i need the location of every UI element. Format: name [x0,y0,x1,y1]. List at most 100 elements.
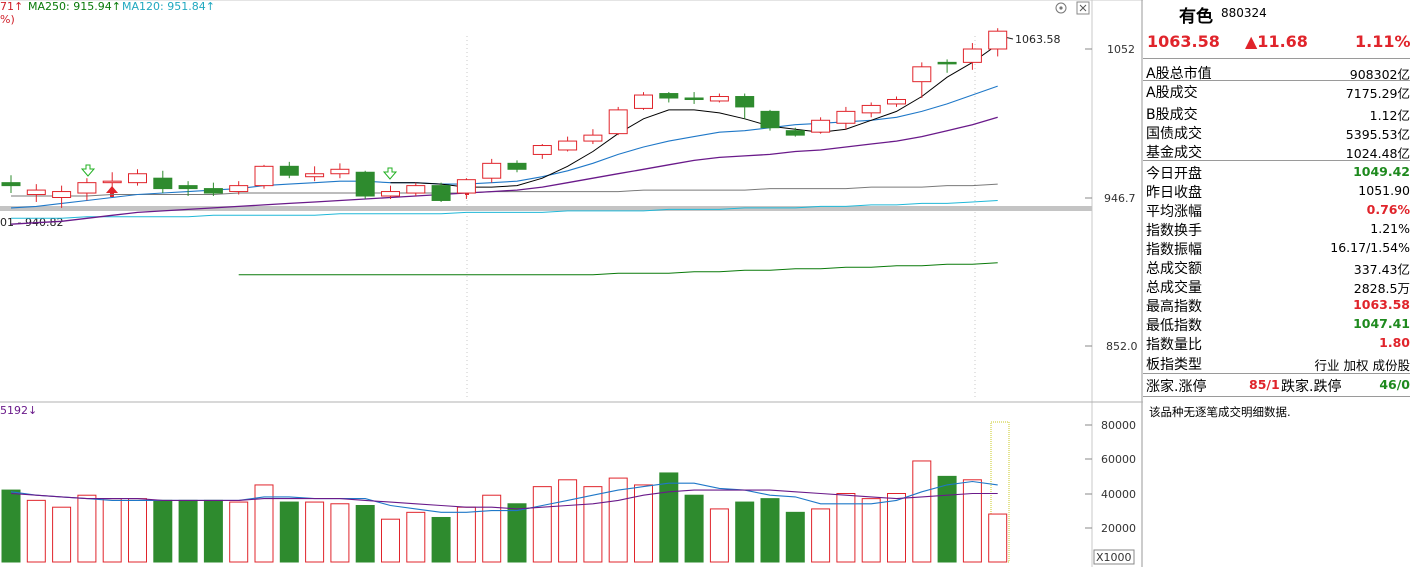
candle-up [887,98,906,105]
candle-up [836,110,856,124]
quote-row-value: 1024.48亿 [1345,146,1410,161]
vol-unit: X1000 [1096,551,1132,564]
quote-row-label: B股成交 [1146,107,1198,123]
candle-down [760,110,780,129]
quote-row-value: 2828.5万 [1353,281,1410,296]
candle-up [583,134,603,142]
volume-bar [583,486,603,563]
quote-row: 今日开盘 1049.42 [1143,162,1410,182]
price-tick-3: 852.0 [1106,340,1138,353]
price-axis: 1052 946.7 852.0 [1085,43,1138,353]
volume-bar [558,479,578,563]
candle-up [456,179,476,194]
candle-down [785,130,805,136]
limit-down-label: 跌家.跌停 [1281,379,1342,395]
candle-down [735,96,755,108]
buy-arrow-icon [106,186,118,197]
candle-up [811,119,831,133]
separator [1143,160,1410,161]
candle-up [102,180,122,184]
volume-bar [912,460,932,563]
vol_ma10-line [10,489,998,510]
volume-bar [153,499,173,563]
volume-bar [203,499,223,563]
candle-up [558,140,578,151]
volume-bar [279,501,299,563]
volume-bar [381,518,400,563]
candle-up [482,162,502,179]
quote-row: 总成交额 337.43亿 [1143,257,1410,277]
price-tick-1: 1052 [1107,43,1135,56]
quote-row-value: 1051.90 [1358,183,1410,198]
candle-up [254,165,274,187]
volume-bar [785,511,805,563]
volume-bar [305,501,325,563]
volume-bar [684,494,704,563]
no-tick-data-note: 该品种无逐笔成交明细数据. [1149,405,1291,419]
volume-bar [532,486,552,563]
vol-tick-4: 20000 [1101,522,1136,535]
volume-bar [709,508,729,563]
ma250-label: MA250: 915.94↑ [28,0,121,13]
candle-down [203,188,223,194]
quote-row: 最低指数 1047.41 [1143,314,1410,334]
close-icon[interactable] [1076,1,1090,15]
volume-bar [229,501,249,563]
candle-up [608,109,628,135]
volume-ma-lines [10,480,998,513]
quote-row-label: 指数振幅 [1146,242,1202,258]
sub-label: %) [0,13,15,26]
volume-bar [431,516,451,563]
volume-bar [634,484,653,563]
volume-bar [760,498,780,563]
volume-bar [102,498,122,563]
high-annotation: 1063.58 [1015,33,1061,46]
ma10-line [10,85,998,209]
kline-chart[interactable]: 71↑ MA250: 915.94↑ MA120: 951.84↑ %) 519… [0,0,1143,567]
ma5-line [390,44,998,188]
sector-code: 880324 [1221,6,1267,20]
separator [1143,80,1410,81]
quote-row-value: 1.21% [1370,221,1410,236]
quote-row-value: 908302亿 [1349,67,1410,82]
candle-up [532,145,552,155]
volume-bar [406,511,426,563]
quote-row-label: 国债成交 [1146,126,1202,142]
quote-row: 指数量比 1.80 [1143,333,1410,353]
quote-row: B股成交 1.12亿 [1143,103,1410,123]
volume-bar [608,477,628,563]
volume-axis: 80000 60000 40000 20000 X1000 [1085,419,1136,565]
quote-row: A股总市值 908302亿 [1143,62,1410,82]
candle-down [431,185,451,201]
limit-down-value: 46/0 [1379,377,1410,392]
candle-down [178,185,198,190]
quote-row-value: 16.17/1.54% [1330,240,1410,255]
candle-up [229,185,249,193]
candle-up [52,191,72,198]
quote-row-value: 7175.29亿 [1345,86,1410,101]
quote-row-value: 1063.58 [1353,297,1410,312]
quote-row: 昨日收盘 1051.90 [1143,181,1410,201]
separator [1143,396,1410,397]
price-tick-2: 946.7 [1104,192,1136,205]
quote-row-label: 平均涨幅 [1146,204,1202,220]
quote-row-label: 最高指数 [1146,299,1202,315]
volume-bar [1,489,21,563]
quote-row-label: 板指类型 [1146,357,1202,373]
ma120-line [11,200,998,219]
sell-arrow-icon [382,167,398,180]
volume-bar [178,499,198,563]
settings-icon[interactable] [1055,2,1067,14]
quote-row-label: 总成交量 [1146,280,1202,296]
quote-row-value: 1.12亿 [1369,108,1410,123]
quote-row-label: 昨日收盘 [1146,185,1202,201]
quote-row: 国债成交 5395.53亿 [1143,122,1410,142]
volume-bar [659,472,679,563]
candle-down [937,61,957,65]
volume-bar [988,513,1008,563]
current-price: 1063.58 [1147,32,1220,51]
quote-row-value[interactable]: 行业 加权 成份股 [1314,358,1410,373]
ma-label-1: 71↑ [0,0,23,13]
candle-up [128,173,147,184]
quote-row-label: 最低指数 [1146,318,1202,334]
